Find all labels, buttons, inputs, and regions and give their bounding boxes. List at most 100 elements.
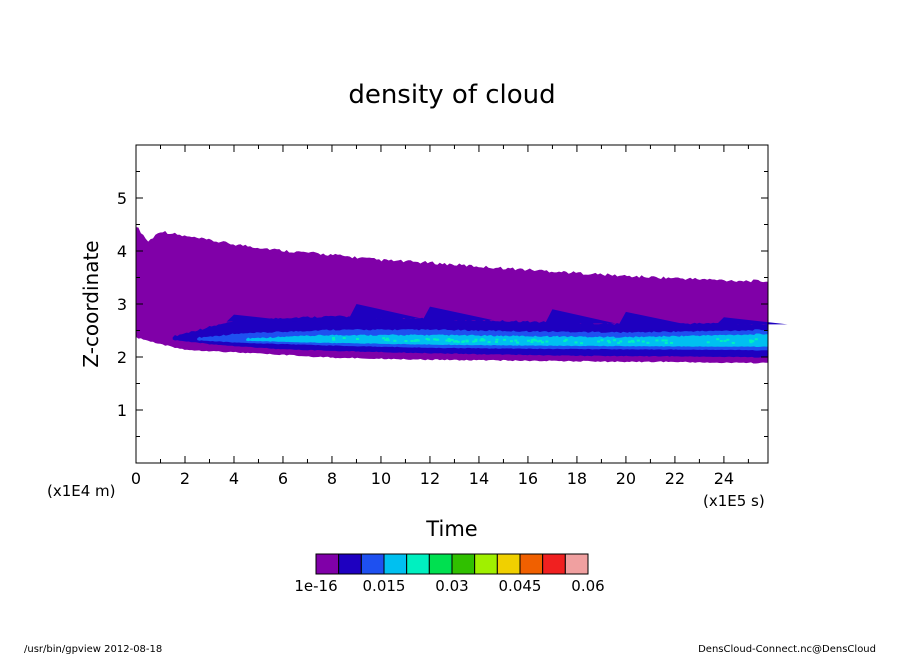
x-tick-label: 6 <box>278 469 288 488</box>
colorbar-swatch <box>428 553 453 575</box>
cyan-core-speckle <box>706 341 710 344</box>
cyan-core-speckle <box>723 339 727 342</box>
colorbar-swatch <box>542 553 566 575</box>
cyan-core-speckle <box>332 338 336 341</box>
cyan-core-speckle <box>532 338 536 341</box>
cyan-core-speckle <box>628 340 632 343</box>
cyan-core-speckle <box>462 340 466 343</box>
cyan-core-speckle <box>641 340 645 343</box>
cyan-core-speckle <box>433 338 437 341</box>
cyan-core-speckle <box>386 339 390 342</box>
cyan-core-speckle <box>750 339 754 342</box>
cyan-core-speckle <box>356 338 359 340</box>
cyan-core-speckle <box>487 341 491 344</box>
cyan-core-speckle <box>670 341 673 344</box>
cyan-core-speckle <box>342 337 346 339</box>
y-tick-label: 4 <box>117 242 127 261</box>
colorbar-swatch <box>564 553 589 575</box>
cyan-core-speckle <box>436 338 440 341</box>
x-tick-label: 4 <box>229 469 239 488</box>
wave-crest-4 <box>618 311 690 326</box>
cyan-core-speckle <box>495 340 498 343</box>
y-tick-label: 3 <box>117 295 127 314</box>
cyan-core-speckle <box>427 338 431 341</box>
cyan-core-speckle <box>564 338 568 341</box>
colorbar-swatch <box>338 553 362 575</box>
cyan-core-speckle <box>482 339 485 342</box>
colorbar-swatch <box>406 553 430 575</box>
cyan-core-speckle <box>636 339 640 342</box>
x-tick-label: 2 <box>180 469 190 488</box>
colorbar-swatch <box>451 553 476 575</box>
cyan-core-speckle <box>661 339 665 342</box>
cyan-core-speckle <box>453 340 457 343</box>
cyan-core-speckle <box>749 341 753 344</box>
cyan-core-speckle <box>332 337 335 339</box>
cyan-core-speckle <box>726 338 730 341</box>
y-unit-label: (x1E4 m) <box>47 482 116 500</box>
cyan-core-speckle <box>393 339 397 342</box>
cyan-core-speckle <box>465 340 469 343</box>
cyan-core-speckle <box>479 339 483 342</box>
cyan-core-speckle <box>613 339 616 342</box>
cyan-core-speckle <box>538 339 542 342</box>
x-tick-label: 10 <box>371 469 391 488</box>
cyan-core-speckle <box>425 337 429 340</box>
colorbar-tick-label: 0.03 <box>435 577 468 595</box>
cyan-core-speckle <box>716 338 720 341</box>
x-tick-label: 22 <box>665 469 685 488</box>
cyan-core-speckle <box>456 340 460 343</box>
cyan-core-speckle <box>509 340 513 343</box>
cyan-core-speckle <box>617 341 621 344</box>
cyan-core-speckle <box>516 341 520 344</box>
cyan-core-speckle <box>527 339 530 342</box>
wave-crest-1 <box>349 304 421 319</box>
cyan-core-speckle <box>410 340 414 342</box>
x-unit-label: (x1E5 s) <box>703 492 765 510</box>
y-tick-label: 2 <box>117 348 127 367</box>
footer-left: /usr/bin/gpview 2012-08-18 <box>24 644 162 654</box>
cyan-core-speckle <box>384 339 388 341</box>
cyan-core-speckle <box>514 339 518 342</box>
cyan-core-speckle <box>580 342 583 345</box>
cyan-core-speckle <box>655 339 659 342</box>
cyan-core-speckle <box>480 338 484 340</box>
cyan-core-speckle <box>382 337 386 340</box>
cyan-core-speckle <box>563 340 567 342</box>
x-tick-label: 16 <box>518 469 538 488</box>
cyan-core-speckle <box>503 338 506 341</box>
cyan-core-speckle <box>448 340 451 343</box>
y-tick-label: 1 <box>117 401 127 420</box>
cyan-core-speckle <box>534 339 538 342</box>
cyan-core-speckle <box>619 340 623 343</box>
cyan-core-speckle <box>472 340 476 343</box>
x-tick-label: 8 <box>327 469 337 488</box>
cloud-layer-cyan <box>246 333 768 347</box>
cyan-core-speckle <box>474 339 478 342</box>
y-tick-label: 5 <box>117 189 127 208</box>
colorbar-tick-label: 1e-16 <box>294 577 337 595</box>
cyan-core-speckle <box>600 339 604 342</box>
wave-crest-5 <box>716 317 788 325</box>
colorbar-swatch <box>496 553 521 575</box>
cyan-core-speckle <box>454 340 458 343</box>
cyan-core-speckle <box>445 339 449 342</box>
cyan-core-speckle <box>404 340 408 342</box>
cyan-core-speckle <box>541 341 544 344</box>
cyan-core-speckle <box>646 341 650 344</box>
cyan-core-speckle <box>416 339 420 342</box>
cyan-core-speckle <box>474 338 478 341</box>
cyan-core-speckle <box>606 339 610 342</box>
x-tick-label: 0 <box>131 469 141 488</box>
colorbar-swatch <box>315 553 340 575</box>
y-axis-label: Z-coordinate <box>79 240 103 367</box>
cyan-core-speckle <box>719 340 723 342</box>
wave-crest-2 <box>422 306 494 321</box>
colorbar-swatch <box>519 553 544 575</box>
colorbar-tick-label: 0.06 <box>571 577 604 595</box>
cyan-core-speckle <box>754 338 758 341</box>
cyan-core-speckle <box>530 341 534 343</box>
colorbar-tick-label: 0.015 <box>363 577 406 595</box>
